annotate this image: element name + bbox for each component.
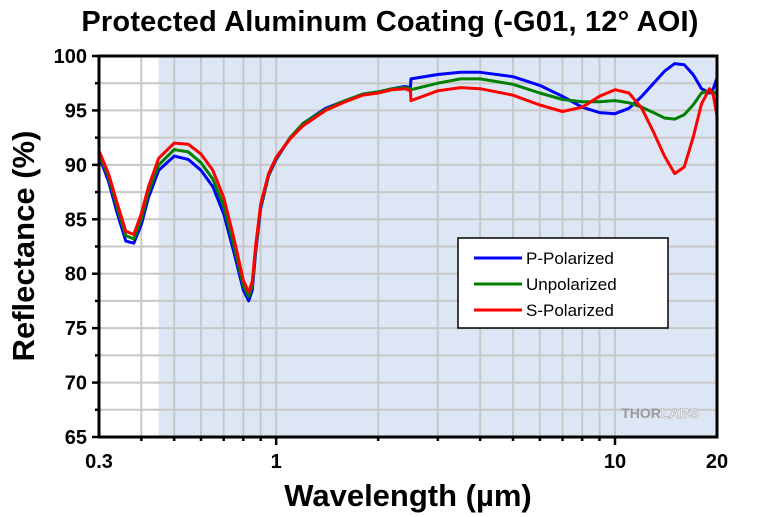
y-tick-label: 100 [54, 46, 87, 68]
thorlabs-logo: THORLABS [621, 405, 699, 421]
x-axis-label: Wavelength (µm) [284, 478, 532, 513]
y-tick-label: 95 [65, 100, 87, 122]
y-tick-label: 65 [65, 427, 87, 449]
legend-label: Unpolarized [526, 275, 617, 294]
thorlabs-watermark: THORLABS [621, 405, 699, 422]
series-lines [97, 62, 719, 303]
y-tick-label: 75 [65, 318, 87, 340]
y-tick-label: 90 [65, 155, 87, 177]
y-tick-label: 80 [65, 264, 87, 286]
series-line-s-polarized [97, 86, 719, 294]
x-tick-label: 1 [271, 451, 282, 473]
legend-label: S-Polarized [526, 301, 614, 320]
legend-label: P-Polarized [526, 249, 614, 268]
x-tick-label: 0.3 [85, 451, 113, 473]
x-tick-label: 20 [706, 451, 728, 473]
x-tick-label: 10 [604, 451, 626, 473]
axes: 65 70 75 80 85 90 95 100 0.3 1 10 20 [54, 46, 729, 473]
legend: P-Polarized Unpolarized S-Polarized [457, 237, 669, 329]
y-tick-label: 85 [65, 209, 87, 231]
y-tick-label: 70 [65, 373, 87, 395]
chart-title: Protected Aluminum Coating (-G01, 12° AO… [81, 6, 699, 38]
